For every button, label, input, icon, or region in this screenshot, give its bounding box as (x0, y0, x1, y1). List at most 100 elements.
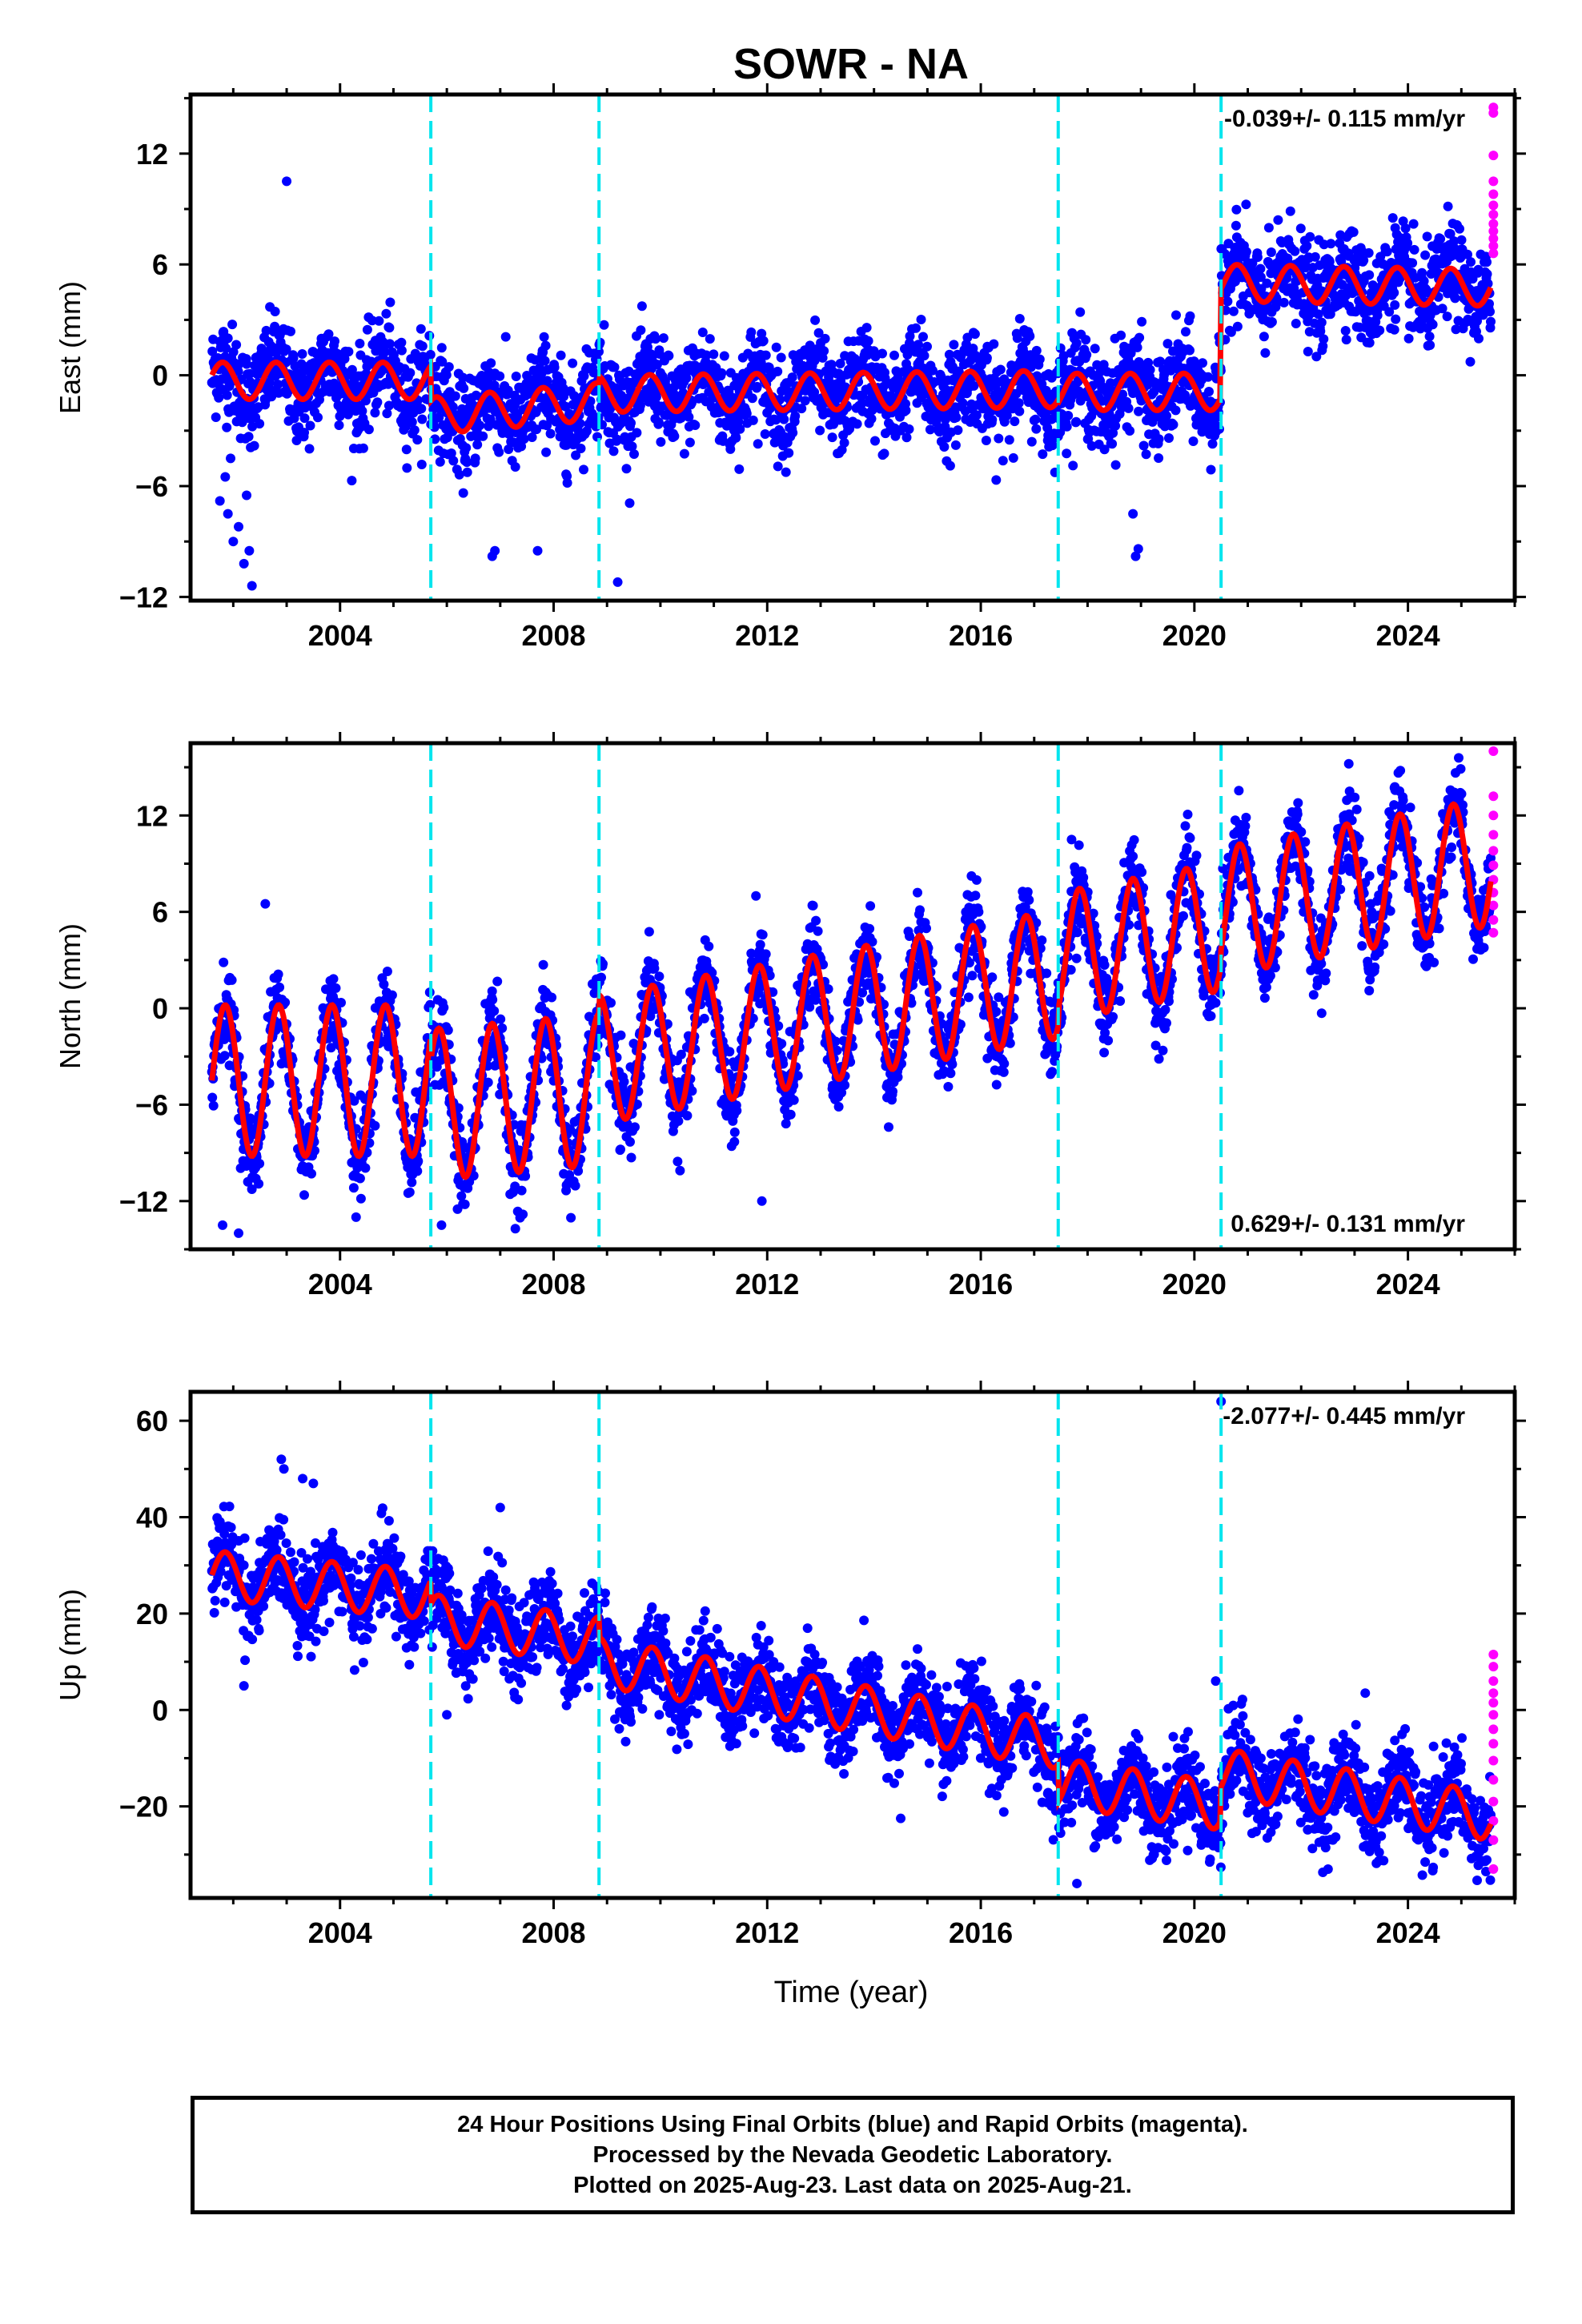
final-point (835, 359, 845, 368)
final-point (495, 371, 505, 381)
final-point (1231, 220, 1241, 231)
final-point (630, 1122, 640, 1132)
final-point (863, 336, 873, 346)
final-point (866, 414, 877, 424)
final-point (435, 456, 445, 467)
final-point (989, 339, 999, 349)
final-point (777, 1039, 787, 1049)
final-point (444, 362, 454, 372)
final-point (339, 354, 350, 364)
final-point (496, 1014, 506, 1024)
final-point (1303, 347, 1313, 356)
final-point (971, 410, 982, 420)
final-point (599, 320, 609, 330)
final-point (405, 368, 416, 378)
final-point (1026, 436, 1037, 447)
final-point (313, 412, 323, 423)
final-point (1482, 257, 1492, 267)
y-tick-label: 12 (136, 138, 168, 171)
final-point (1014, 406, 1025, 416)
final-point (486, 358, 496, 368)
final-point (571, 450, 581, 460)
final-point (785, 1109, 796, 1120)
final-point (249, 440, 259, 451)
final-point (612, 434, 622, 444)
final-point (1107, 439, 1118, 449)
final-point (349, 1096, 359, 1106)
final-point (489, 1006, 500, 1016)
final-point (307, 1168, 316, 1179)
final-point (981, 436, 991, 445)
final-point (1318, 341, 1328, 352)
final-point (1453, 316, 1464, 326)
final-point (717, 368, 727, 378)
final-point (255, 419, 265, 429)
final-point (669, 431, 680, 441)
final-point (1408, 219, 1419, 229)
final-point (1081, 335, 1091, 345)
final-point (901, 405, 911, 416)
final-point (1155, 356, 1166, 367)
final-point (532, 545, 543, 556)
final-point (1319, 334, 1329, 344)
y-tick-label: 6 (152, 248, 168, 281)
final-point (690, 420, 701, 430)
final-point (889, 350, 899, 360)
plot-area (207, 94, 1499, 601)
final-point (771, 342, 781, 352)
final-point (861, 323, 872, 333)
final-point (273, 380, 283, 389)
final-point (719, 351, 729, 361)
final-point (434, 412, 444, 423)
final-point (1424, 332, 1435, 342)
final-point (1375, 325, 1385, 336)
final-point (1071, 416, 1082, 427)
final-point (570, 1180, 580, 1191)
final-point (1099, 444, 1110, 455)
final-point (636, 325, 646, 336)
final-point (699, 1013, 709, 1023)
final-point (925, 424, 935, 435)
final-point (355, 1193, 366, 1204)
final-point (1008, 452, 1018, 463)
final-point (522, 371, 532, 380)
final-point (747, 393, 757, 404)
final-point (757, 930, 768, 940)
final-point (1291, 319, 1301, 328)
final-point (231, 340, 242, 350)
final-point (987, 415, 998, 424)
final-point (1207, 439, 1218, 449)
final-point (1047, 440, 1058, 451)
final-point (519, 434, 529, 444)
final-point (870, 436, 880, 446)
rapid-point (1488, 200, 1499, 211)
final-point (288, 353, 299, 364)
final-point (556, 350, 566, 360)
final-point (425, 349, 436, 360)
final-point (1364, 270, 1375, 280)
final-point (1154, 453, 1164, 463)
final-point (879, 448, 889, 459)
final-point (608, 446, 619, 456)
final-point (1485, 307, 1495, 317)
final-point (839, 437, 849, 448)
x-tick-label: 2024 (1376, 619, 1440, 652)
final-point (705, 334, 715, 344)
final-point (1082, 350, 1092, 360)
final-point (1185, 311, 1195, 321)
final-point (1162, 411, 1171, 421)
rapid-point (1488, 248, 1499, 259)
final-point (1310, 251, 1320, 262)
final-point (1154, 434, 1164, 444)
final-point (207, 346, 218, 356)
final-point (725, 444, 736, 454)
final-orbit-points (207, 753, 1496, 1238)
final-point (430, 434, 440, 444)
x-tick-label: 2008 (521, 619, 585, 652)
final-point (1305, 231, 1315, 242)
final-point (562, 478, 572, 488)
final-point (945, 460, 955, 471)
final-point (1466, 257, 1476, 267)
final-point (1260, 348, 1271, 358)
final-point (1063, 411, 1074, 420)
